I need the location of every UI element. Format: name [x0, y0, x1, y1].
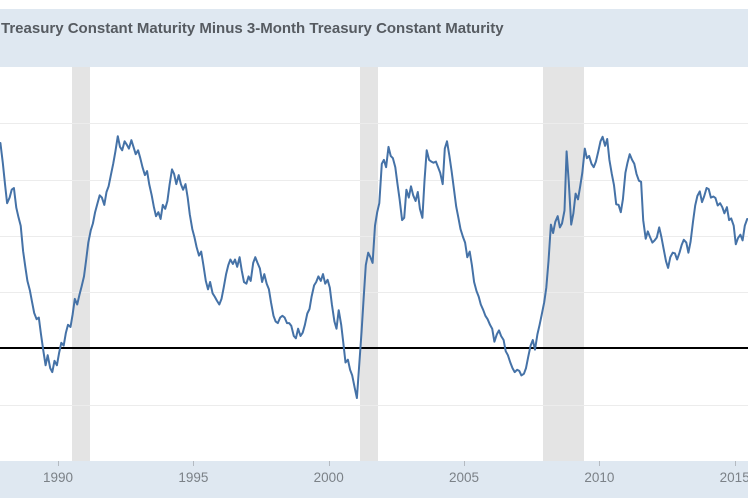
x-axis-label: 2005: [448, 470, 480, 485]
recession-band: [71, 67, 90, 461]
zero-line: [0, 347, 748, 350]
x-axis-label: 2010: [584, 470, 615, 485]
page-background-strip: [0, 0, 748, 9]
graph-header: Treasury Constant Maturity Minus 3-Month…: [0, 9, 748, 67]
x-axis-tick: [58, 461, 59, 466]
x-axis-tick: [734, 461, 736, 466]
graph-title: Treasury Constant Maturity Minus 3-Month…: [1, 20, 504, 37]
x-axis-tick: [193, 461, 195, 466]
x-axis-label: 2000: [313, 470, 344, 485]
x-axis: 1990 1995 2000 2005 2010 2015: [0, 461, 748, 498]
plot-area[interactable]: [0, 67, 748, 461]
x-axis-tick: [328, 461, 330, 466]
gridline: [0, 292, 748, 294]
x-axis-tick: [599, 461, 601, 466]
x-axis-tick: [464, 461, 465, 466]
x-axis-label: 1995: [178, 470, 209, 485]
gridline: [0, 123, 748, 125]
recession-band: [543, 67, 584, 461]
x-axis-label: 2015: [719, 470, 748, 485]
gridline: [0, 179, 748, 181]
x-axis-label: 1990: [42, 470, 74, 485]
gridline: [0, 404, 748, 406]
chart-canvas: [0, 135, 748, 399]
recession-band: [360, 67, 379, 461]
series-line: [0, 135, 748, 399]
